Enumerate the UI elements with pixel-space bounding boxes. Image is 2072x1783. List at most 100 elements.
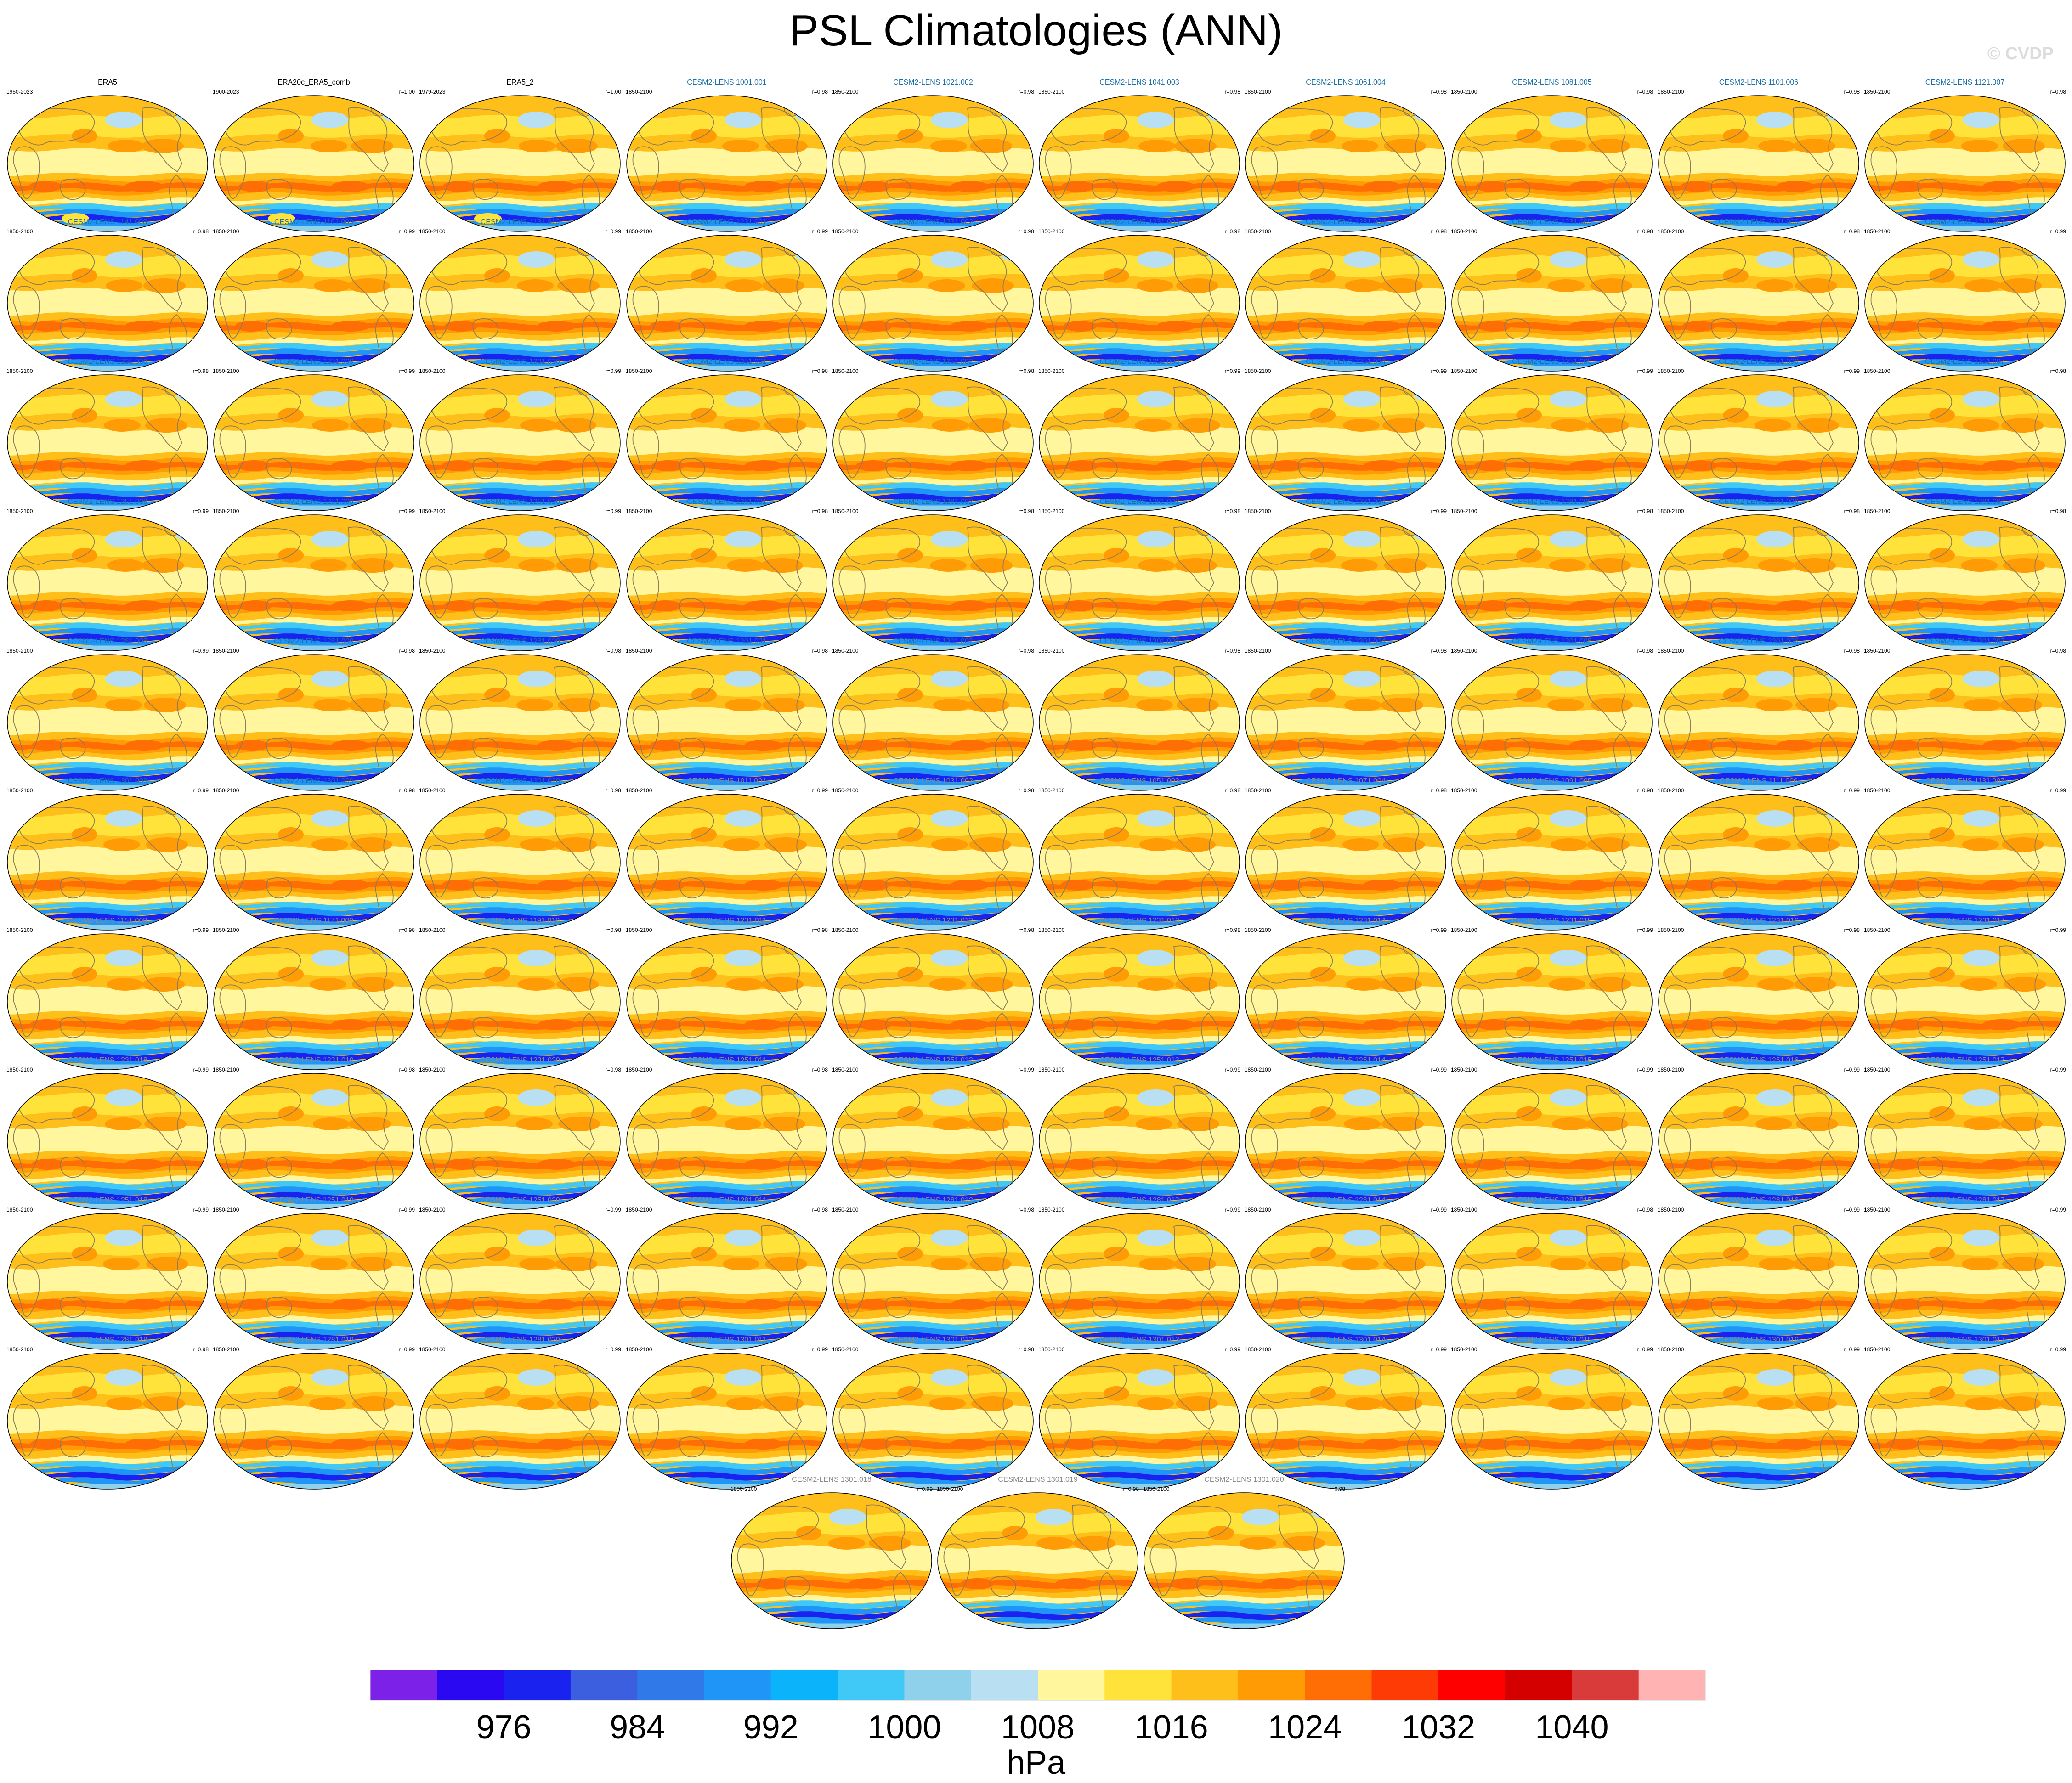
panel-title: CESM2-LENS 1231.001 [687, 218, 767, 226]
panel-title: CESM2-LENS 1251.017 [1925, 1056, 2005, 1064]
panel-correlation: r=0.99 [1225, 1207, 1241, 1213]
map-panel: CESM2-LENS 1301.004 1850-2100 r=0.98 [1245, 638, 1447, 791]
map-panel: CESM2-LENS 1301.016 1850-2100 r=0.99 [1658, 1336, 1860, 1490]
panel-title: CESM2-LENS 1251.004 [1306, 358, 1386, 366]
map-panel: CESM2-LENS 1231.017 1850-2100 r=0.99 [1864, 917, 2066, 1070]
panel-years: 1850-2100 [6, 1207, 33, 1213]
panel-correlation: r=0.99 [1844, 787, 1860, 794]
map-panel: CESM2-LENS 1251.016 1850-2100 r=0.99 [1658, 1056, 1860, 1210]
map-panel: CESM2-LENS 1061.004 1850-2100 r=0.98 [1245, 79, 1447, 232]
panel-title: CESM2-LENS 1251.016 [1719, 1056, 1799, 1064]
panel-title: CESM2-LENS 1281.001 [687, 498, 767, 506]
panel-correlation: r=0.99 [2050, 228, 2066, 235]
panel-title: CESM2-LENS 1251.008 [68, 498, 147, 506]
map-panel: CESM2-LENS 1231.004 1850-2100 r=0.98 [1245, 218, 1447, 372]
map-panel: CESM2-LENS 1231.008 1850-2100 r=0.98 [6, 358, 209, 512]
panel-years: 1850-2100 [213, 648, 239, 654]
map-panel: CESM2-LENS 1301.012 1850-2100 r=0.98 [832, 1336, 1034, 1490]
panel-years: 1850-2100 [1245, 927, 1271, 933]
panel-correlation: r=0.98 [1637, 89, 1653, 95]
map-panel: CESM2-LENS 1251.019 1850-2100 r=0.99 [213, 1196, 415, 1350]
panel-correlation: r=0.98 [1431, 648, 1447, 654]
map-panel: CESM2-LENS 1281.007 1850-2100 r=0.98 [1864, 498, 2066, 651]
panel-title: CESM2-LENS 1231.020 [481, 1056, 560, 1064]
panel-correlation: r=0.99 [193, 787, 209, 794]
panel-correlation: r=0.98 [1637, 508, 1653, 514]
panel-title: CESM2-LENS 1231.014 [1306, 917, 1386, 925]
panel-years: 1850-2100 [419, 1066, 446, 1073]
panel-correlation: r=0.99 [193, 508, 209, 514]
map-panel: CESM2-LENS 1231.016 1850-2100 r=0.98 [1658, 917, 1860, 1070]
panel-title: CESM2-LENS 1251.012 [893, 1056, 973, 1064]
panel-years: 1850-2100 [1864, 1346, 1891, 1353]
panel-years: 1850-2100 [419, 228, 446, 235]
map-panel: CESM2-LENS 1251.007 1850-2100 r=0.98 [1864, 358, 2066, 512]
panel-correlation: r=0.99 [1225, 1346, 1241, 1353]
map-panel: CESM2-LENS 1301.015 1850-2100 r=0.99 [1451, 1336, 1653, 1490]
panel-years: 1850-2100 [1864, 1066, 1891, 1073]
map-panel: CESM2-LENS 1251.018 1850-2100 r=0.99 [6, 1196, 209, 1350]
map-panel: CESM2-LENS 1281.018 1850-2100 r=0.98 [6, 1336, 209, 1490]
panel-title: CESM2-LENS 1051.003 [1099, 777, 1179, 785]
map-panel: CESM2-LENS 1281.020 1850-2100 r=0.99 [419, 1336, 622, 1490]
map-panel: CESM2-LENS 1281.017 1850-2100 r=0.99 [1864, 1196, 2066, 1350]
map-panel: CESM2-LENS 1301.002 1850-2100 r=0.98 [832, 638, 1034, 791]
panel-correlation: r=0.98 [1225, 787, 1241, 794]
panel-correlation: r=0.98 [812, 89, 828, 95]
colorbar-swatch [1572, 1670, 1639, 1700]
panel-correlation: r=0.98 [1844, 89, 1860, 95]
panel-correlation: r=0.99 [1637, 1066, 1653, 1073]
panel-years: 1900-2023 [213, 89, 239, 95]
panel-years: 1850-2100 [1451, 927, 1478, 933]
panel-title: CESM2-LENS 1141.008 [68, 218, 147, 226]
panel-years: 1850-2100 [626, 648, 652, 654]
map-panel: CESM2-LENS 1231.001 1850-2100 r=0.99 [626, 218, 828, 372]
panel-years: 1850-2100 [1245, 1207, 1271, 1213]
panel-years: 1850-2100 [1245, 508, 1271, 514]
panel-years: 1850-2100 [1451, 1346, 1478, 1353]
panel-years: 1850-2100 [1245, 648, 1271, 654]
panel-years: 1850-2100 [626, 1207, 652, 1213]
panel-correlation: r=0.98 [1018, 648, 1034, 654]
map-panel: CESM2-LENS 1251.004 1850-2100 r=0.99 [1245, 358, 1447, 512]
map-panel: CESM2-LENS 1251.010 1850-2100 r=0.99 [419, 498, 622, 651]
map-panel: CESM2-LENS 1251.009 1850-2100 r=0.99 [213, 498, 415, 651]
map-panel: CESM2-LENS 1301.018 1850-2100 r=0.99 [730, 1476, 933, 1629]
panel-correlation: r=0.98 [2050, 368, 2066, 374]
colorbar-tick-label: 992 [743, 1709, 798, 1746]
panel-years: 1850-2100 [1658, 1346, 1684, 1353]
panel-years: 1850-2100 [832, 1207, 859, 1213]
colorbar-tick-label: 1024 [1268, 1709, 1342, 1746]
panel-title: CESM2-LENS 1281.014 [1306, 1196, 1386, 1204]
panel-title: CESM2-LENS 1301.010 [481, 777, 560, 785]
map-panel: CESM2-LENS 1231.003 1850-2100 r=0.98 [1038, 218, 1240, 372]
panel-correlation: r=0.98 [399, 927, 415, 933]
panel-correlation: r=0.99 [2050, 1207, 2066, 1213]
panel-correlation: r=0.98 [1018, 787, 1034, 794]
panel-title: CESM2-LENS 1091.005 [1512, 777, 1592, 785]
panel-correlation: r=0.98 [2050, 648, 2066, 654]
panel-years: 1850-2100 [1038, 648, 1065, 654]
panel-correlation: r=0.99 [2050, 787, 2066, 794]
panel-years: 1850-2100 [626, 787, 652, 794]
map-panel: CESM2-LENS 1251.008 1850-2100 r=0.99 [6, 498, 209, 651]
panel-years: 1979-2023 [419, 89, 446, 95]
panel-years: 1850-2100 [626, 89, 652, 95]
panel-title: CESM2-LENS 1071.004 [1306, 777, 1386, 785]
map-panel: CESM2-LENS 1231.013 1850-2100 r=0.98 [1038, 917, 1240, 1070]
panel-title: CESM2-LENS 1281.015 [1512, 1196, 1592, 1204]
colorbar-swatch [1171, 1670, 1239, 1700]
panel-correlation: r=0.99 [2050, 1066, 2066, 1073]
map-panel: CESM2-LENS 1281.013 1850-2100 r=0.99 [1038, 1196, 1241, 1350]
colorbar-swatch [1038, 1670, 1105, 1700]
panel-years: 1850-2100 [1451, 89, 1478, 95]
panel-correlation: r=0.98 [399, 648, 415, 654]
panel-correlation: r=0.99 [193, 648, 209, 654]
panel-correlation: r=0.98 [1018, 1207, 1034, 1213]
panel-title: CESM2-LENS 1301.015 [1512, 1336, 1592, 1344]
panel-years: 1850-2100 [626, 508, 652, 514]
panel-title: CESM2-LENS 1301.003 [1099, 638, 1179, 645]
panel-years: 1850-2100 [1038, 508, 1065, 514]
panel-years: 1850-2100 [832, 927, 859, 933]
panel-years: 1850-2100 [1451, 1207, 1478, 1213]
